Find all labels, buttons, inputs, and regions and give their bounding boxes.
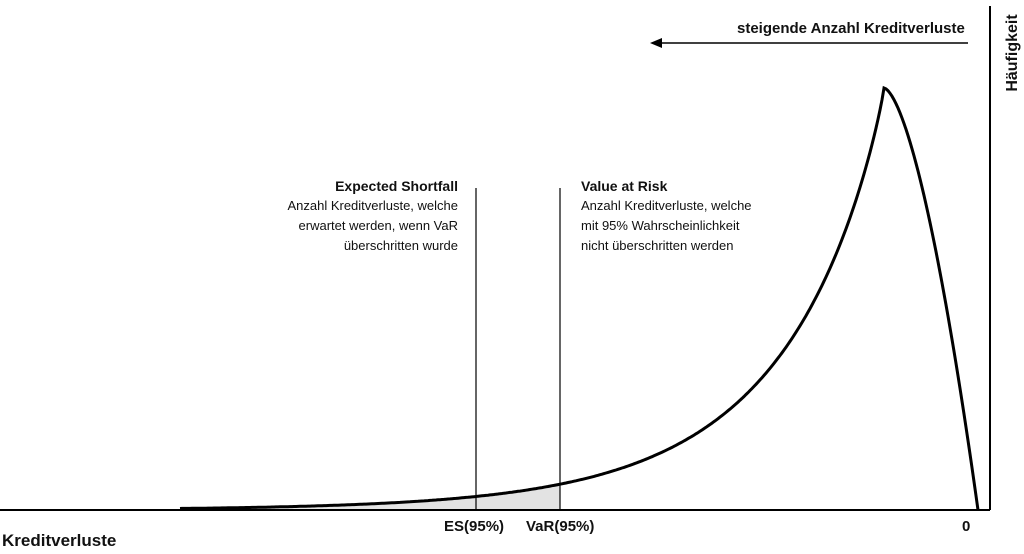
expected-shortfall-line-3: überschritten wurde [343, 238, 458, 253]
value-at-risk-line-1: Anzahl Kreditverluste, welche [581, 198, 752, 213]
value-at-risk-block: Value at Risk Anzahl Kreditverluste, wel… [581, 176, 752, 256]
expected-shortfall-line-2: erwartet werden, wenn VaR [298, 218, 458, 233]
arrow-head-icon [650, 38, 662, 48]
expected-shortfall-title: Expected Shortfall [335, 178, 458, 194]
zero-tick-label: 0 [962, 518, 971, 535]
value-at-risk-title: Value at Risk [581, 178, 668, 194]
loss-distribution-curve [179, 85, 980, 511]
tail-shaded-area [180, 484, 560, 510]
value-at-risk-line-2: mit 95% Wahrscheinlichkeit [581, 218, 740, 233]
value-at-risk-line-3: nicht überschritten werden [581, 238, 734, 253]
var-tick-label: VaR(95%) [526, 518, 595, 535]
es-tick-label: ES(95%) [444, 518, 505, 535]
expected-shortfall-line-1: Anzahl Kreditverluste, welche [287, 198, 458, 213]
x-axis-label: Kreditverluste [2, 531, 117, 550]
y-axis-label: Häufigkeit [1004, 14, 1021, 92]
expected-shortfall-block: Expected Shortfall Anzahl Kreditverluste… [287, 176, 458, 256]
direction-label: steigende Anzahl Kreditverluste [737, 20, 965, 37]
